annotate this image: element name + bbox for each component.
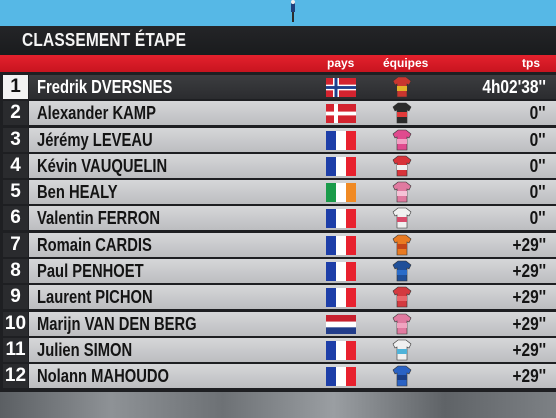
rider-bar: Fredrik DVERSNES 4h02'38'': [29, 75, 556, 99]
rider-time: 4h02'38'': [482, 77, 546, 97]
team-jersey-icon: [392, 181, 412, 203]
rider-time: 0'': [530, 155, 546, 176]
rank-number: 7: [3, 232, 28, 257]
sky-background: [0, 0, 556, 26]
team-jersey-icon: [392, 76, 412, 98]
rider-name: Kévin VAUQUELIN: [37, 155, 168, 176]
rider-name: Romain CARDIS: [37, 234, 152, 255]
ranking-row: 12 Nolann MAHOUDO +29'': [0, 363, 556, 389]
rank-number: 1: [3, 75, 28, 99]
ranking-row: 6 Valentin FERRON 0'': [0, 205, 556, 231]
team-jersey-icon: [392, 207, 412, 229]
background-photo: [0, 392, 556, 418]
page-title: CLASSEMENT ÉTAPE: [22, 30, 187, 50]
rider-name: Valentin FERRON: [37, 208, 161, 229]
france-flag-icon: [326, 130, 356, 150]
team-jersey-icon: [392, 339, 412, 361]
rider-bar: Paul PENHOET +29'': [29, 259, 556, 284]
denmark-flag-icon: [326, 104, 356, 124]
rank-number: 12: [3, 364, 28, 389]
rank-number: 9: [3, 285, 28, 310]
ranking-row: 4 Kévin VAUQUELIN 0'': [0, 153, 556, 179]
netherlands-flag-icon: [326, 314, 356, 334]
ranking-row: 5 Ben HEALY 0'': [0, 179, 556, 205]
team-jersey-icon: [392, 313, 412, 335]
team-jersey-icon: [392, 365, 412, 387]
rank-number: 5: [3, 180, 28, 205]
rider-time: +29'': [512, 366, 546, 387]
rank-number: 10: [3, 311, 28, 336]
rider-name: Alexander KAMP: [37, 103, 156, 124]
france-flag-icon: [326, 367, 356, 387]
ranking-row: 9 Laurent PICHON +29'': [0, 284, 556, 310]
rider-bar: Julien SIMON +29'': [29, 337, 556, 362]
rider-time: +29'': [512, 287, 546, 308]
rider-time: 0'': [530, 129, 546, 150]
rider-name: Laurent PICHON: [37, 287, 153, 308]
rider-name: Jérémy LEVEAU: [37, 129, 153, 150]
cyclist-figure-icon: [291, 0, 295, 22]
rider-bar: Romain CARDIS +29'': [29, 232, 556, 257]
team-jersey-icon: [392, 286, 412, 308]
rider-bar: Jérémy LEVEAU 0'': [29, 127, 556, 152]
column-header-bar: pays équipes tps: [0, 55, 556, 72]
title-bar: CLASSEMENT ÉTAPE: [0, 26, 556, 55]
team-jersey-icon: [392, 155, 412, 177]
ranking-row: 7 Romain CARDIS +29'': [0, 232, 556, 258]
rider-bar: Valentin FERRON 0'': [29, 206, 556, 231]
france-flag-icon: [326, 235, 356, 255]
norway-flag-icon: [326, 78, 356, 97]
france-flag-icon: [326, 156, 356, 176]
france-flag-icon: [326, 288, 356, 308]
rider-time: 0'': [530, 103, 546, 124]
column-header-equipes: équipes: [383, 56, 429, 70]
rider-name: Marijn VAN DEN BERG: [37, 313, 197, 334]
rank-number: 11: [3, 337, 28, 362]
rider-bar: Kévin VAUQUELIN 0'': [29, 153, 556, 178]
rank-number: 3: [3, 127, 28, 152]
ireland-flag-icon: [326, 183, 356, 203]
rider-time: +29'': [512, 261, 546, 282]
rider-name: Fredrik DVERSNES: [37, 77, 173, 97]
ranking-row: 10 Marijn VAN DEN BERG +29'': [0, 311, 556, 337]
rider-name: Ben HEALY: [37, 182, 118, 203]
ranking-row: 1 Fredrik DVERSNES 4h02'38'': [0, 74, 556, 100]
column-header-tps: tps: [522, 56, 540, 70]
rider-name: Julien SIMON: [37, 339, 133, 360]
rank-number: 8: [3, 259, 28, 284]
column-header-pays: pays: [327, 56, 355, 70]
ranking-row: 2 Alexander KAMP 0'': [0, 100, 556, 126]
rider-time: +29'': [512, 313, 546, 334]
france-flag-icon: [326, 209, 356, 229]
rider-name: Nolann MAHOUDO: [37, 366, 170, 387]
rank-number: 4: [3, 153, 28, 178]
ranking-row: 3 Jérémy LEVEAU 0'': [0, 127, 556, 153]
rank-number: 6: [3, 206, 28, 231]
rider-name: Paul PENHOET: [37, 261, 144, 282]
stage-ranking-panel: CLASSEMENT ÉTAPE pays équipes tps 1 Fredr…: [0, 26, 556, 392]
rider-time: 0'': [530, 208, 546, 229]
team-jersey-icon: [392, 260, 412, 282]
rider-bar: Nolann MAHOUDO +29'': [29, 364, 556, 389]
rider-time: +29'': [512, 234, 546, 255]
ranking-list: 1 Fredrik DVERSNES 4h02'38'' 2 Alexander KAM…: [0, 74, 556, 390]
team-jersey-icon: [392, 234, 412, 256]
ranking-row: 11 Julien SIMON +29'': [0, 337, 556, 363]
team-jersey-icon: [392, 102, 412, 124]
france-flag-icon: [326, 262, 356, 282]
france-flag-icon: [326, 340, 356, 360]
rider-bar: Ben HEALY 0'': [29, 180, 556, 205]
rider-bar: Alexander KAMP 0'': [29, 101, 556, 126]
rider-bar: Laurent PICHON +29'': [29, 285, 556, 310]
ranking-row: 8 Paul PENHOET +29'': [0, 258, 556, 284]
team-jersey-icon: [392, 129, 412, 151]
rank-number: 2: [3, 101, 28, 126]
rider-time: +29'': [512, 339, 546, 360]
rider-time: 0'': [530, 182, 546, 203]
rider-bar: Marijn VAN DEN BERG +29'': [29, 311, 556, 336]
